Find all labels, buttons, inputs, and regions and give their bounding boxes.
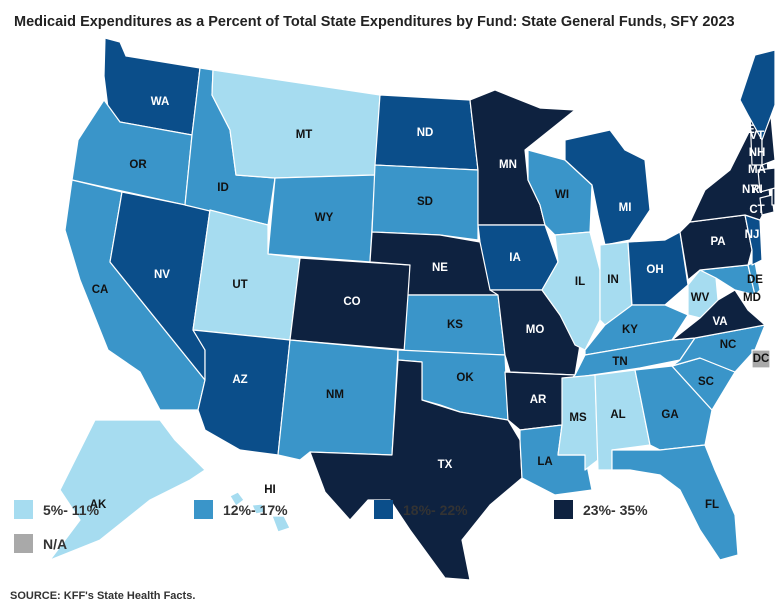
legend-item: 5%- 11% — [14, 500, 99, 519]
label-IA: IA — [509, 252, 521, 264]
label-WA: WA — [151, 96, 170, 108]
label-MS: MS — [569, 412, 587, 424]
label-NC: NC — [720, 339, 737, 351]
label-CA: CA — [92, 284, 109, 296]
state-ME[interactable] — [739, 49, 775, 141]
label-ID: ID — [217, 182, 229, 194]
label-AR: AR — [530, 394, 547, 406]
state-FL[interactable] — [611, 444, 739, 561]
label-TX: TX — [438, 459, 453, 471]
label-NV: NV — [154, 269, 170, 281]
legend-item: 23%- 35% — [554, 500, 648, 519]
label-NM: NM — [326, 389, 344, 401]
label-NY: NY — [742, 184, 758, 196]
label-HI: HI — [264, 484, 276, 496]
source-note: SOURCE: KFF's State Health Facts. — [10, 590, 196, 602]
label-LA: LA — [537, 456, 552, 468]
label-UT: UT — [232, 279, 247, 291]
label-PA: PA — [710, 236, 725, 248]
label-IN: IN — [607, 274, 619, 286]
label-MT: MT — [296, 129, 313, 141]
label-SC: SC — [698, 376, 714, 388]
label-MO: MO — [526, 324, 545, 336]
label-SD: SD — [417, 196, 433, 208]
label-ME: ME — [737, 124, 755, 136]
state-SD[interactable] — [371, 164, 479, 241]
label-DE: DE — [747, 274, 763, 286]
label-WI: WI — [555, 189, 569, 201]
state-MA[interactable] — [757, 167, 775, 193]
state-AK[interactable] — [49, 419, 206, 561]
label-DC: DC — [753, 353, 770, 365]
label-AZ: AZ — [232, 374, 247, 386]
label-OR: OR — [129, 159, 147, 171]
label-ND: ND — [417, 127, 434, 139]
label-MA: MA — [748, 164, 766, 176]
state-DC[interactable] — [751, 349, 771, 369]
legend-item: N/A — [14, 534, 67, 553]
label-CO: CO — [343, 296, 360, 308]
label-GA: GA — [661, 409, 678, 421]
label-MN: MN — [499, 159, 517, 171]
label-CT: CT — [749, 204, 764, 216]
label-IL: IL — [575, 276, 585, 288]
label-NH: NH — [749, 147, 766, 159]
legend-label: 12%- 17% — [223, 501, 288, 518]
label-KY: KY — [622, 324, 638, 336]
label-WY: WY — [315, 212, 334, 224]
label-NJ: NJ — [745, 229, 760, 241]
label-VT: VT — [750, 130, 765, 142]
state-MI[interactable] — [564, 129, 651, 246]
label-MD: MD — [743, 292, 761, 304]
label-TN: TN — [612, 356, 627, 368]
label-MI: MI — [619, 202, 632, 214]
legend-swatch — [554, 500, 573, 519]
legend-label: N/A — [43, 535, 68, 552]
state-TX[interactable] — [309, 359, 523, 581]
legend-item: 12%- 17% — [194, 500, 288, 519]
legend-swatch — [374, 500, 393, 519]
state-IL[interactable] — [541, 231, 601, 351]
label-AK: AK — [90, 499, 107, 511]
label-OK: OK — [456, 372, 474, 384]
label-WV: WV — [691, 292, 710, 304]
legend-item: 18%- 22% — [374, 500, 468, 519]
state-MT[interactable] — [211, 69, 381, 179]
legend-swatch — [14, 534, 33, 553]
label-NE: NE — [432, 262, 448, 274]
state-AZ[interactable] — [192, 329, 291, 456]
label-RI: RI — [751, 184, 763, 196]
state-HI[interactable] — [229, 491, 291, 533]
label-KS: KS — [447, 319, 463, 331]
map-title: Medicaid Expenditures as a Percent of To… — [14, 14, 735, 30]
label-OH: OH — [646, 264, 663, 276]
legend-label: 5%- 11% — [43, 501, 100, 518]
state-CT[interactable] — [759, 194, 775, 216]
label-AL: AL — [610, 409, 625, 421]
label-FL: FL — [705, 499, 719, 511]
label-VA: VA — [712, 316, 727, 328]
legend-label: 23%- 35% — [583, 501, 648, 518]
legend-swatch — [194, 500, 213, 519]
legend-label: 18%- 22% — [403, 501, 468, 518]
legend-swatch — [14, 500, 33, 519]
